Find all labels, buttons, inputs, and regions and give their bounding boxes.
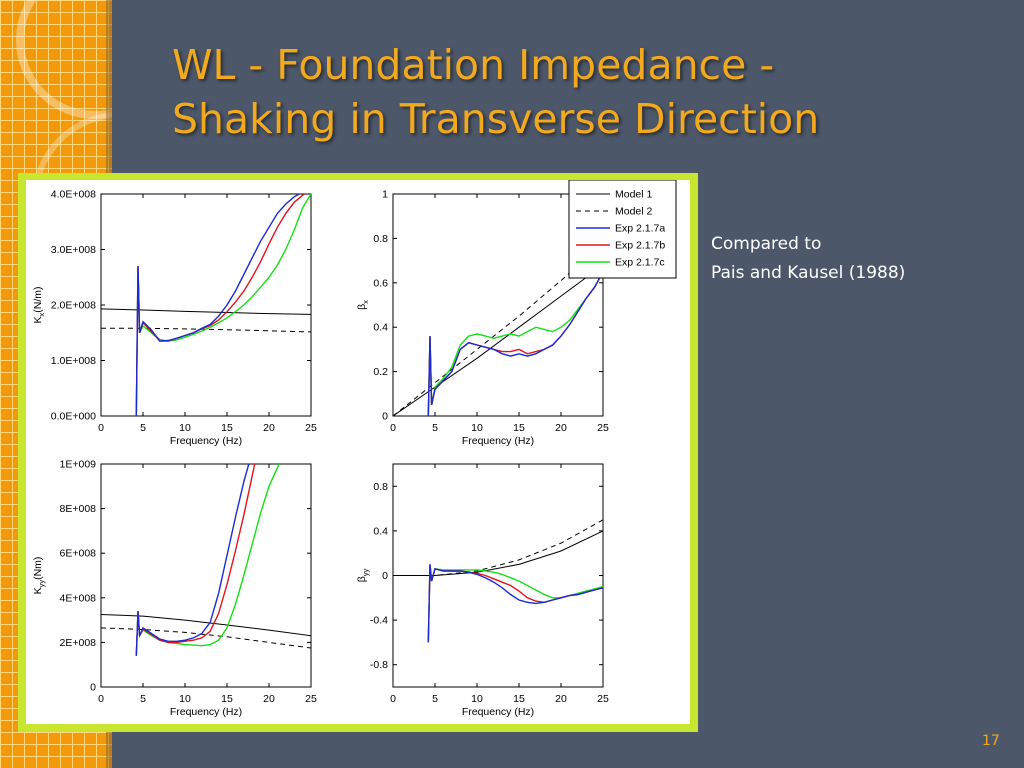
y-tick-label: -0.8 <box>370 659 388 671</box>
series-exp-2-1-7c <box>135 464 280 656</box>
y-tick-label: 4E+008 <box>60 592 97 604</box>
series-model-1 <box>101 308 311 315</box>
x-tick-label: 10 <box>179 693 191 705</box>
page-number: 17 <box>982 733 1000 749</box>
plot-frame <box>392 193 604 417</box>
slide-title: WL - Foundation Impedance - Shaking in T… <box>172 38 992 146</box>
x-tick-label: 15 <box>513 693 525 705</box>
y-axis-label: βx <box>356 300 370 310</box>
legend-label: Model 2 <box>615 206 653 218</box>
x-tick-label: 5 <box>140 693 146 705</box>
y-axis-label: Kyy(Nm) <box>32 557 46 595</box>
series-model-2 <box>101 327 311 333</box>
caption: Compared to Pais and Kausel (1988) <box>711 230 905 288</box>
x-tick-label: 0 <box>98 693 104 705</box>
x-tick-label: 25 <box>305 693 317 705</box>
y-tick-label: 0 <box>90 682 96 694</box>
y-tick-label: 0.4 <box>373 525 388 537</box>
x-tick-label: 5 <box>432 693 438 705</box>
x-tick-label: 0 <box>390 693 396 705</box>
y-tick-label: 0.8 <box>373 233 388 245</box>
y-tick-label: 2.0E+008 <box>51 300 96 312</box>
y-axis-label: βyy <box>356 568 370 582</box>
y-tick-label: -0.4 <box>370 615 388 627</box>
series-exp-2-1-7b <box>427 564 603 643</box>
x-axis-label: Frequency (Hz) <box>462 706 534 718</box>
x-axis-label: Frequency (Hz) <box>170 435 242 447</box>
x-tick-label: 25 <box>305 422 317 434</box>
figure-panel: 0 5 10 15 20 25 0.0E+000 1.0E+008 2.0E+008 3.0E+0… <box>26 180 690 724</box>
x-axis-label: Frequency (Hz) <box>462 435 534 447</box>
y-tick-label: 2E+008 <box>60 637 97 649</box>
y-tick-label: 0.2 <box>373 366 388 378</box>
series-model-1 <box>393 264 603 416</box>
x-tick-label: 5 <box>432 422 438 434</box>
x-tick-label: 10 <box>471 693 483 705</box>
y-tick-label: 0 <box>382 411 388 423</box>
series-exp-2-1-7a <box>135 194 300 416</box>
series-exp-2-1-7a <box>427 271 603 416</box>
y-tick-label: 0 <box>382 570 388 582</box>
slide-title-line-2: Shaking in Transverse Direction <box>172 95 820 143</box>
chart-byy: 0 5 10 15 20 25 -0.8 -0.4 0 0.4 0.8 Frequency (Hz) β… <box>356 463 609 718</box>
series-exp-2-1-7c <box>135 194 311 416</box>
x-tick-label: 0 <box>98 422 104 434</box>
y-tick-label: 0.0E+000 <box>51 411 96 423</box>
x-tick-label: 20 <box>555 422 567 434</box>
caption-line-2: Pais and Kausel (1988) <box>711 263 906 283</box>
series-exp-2-1-7c <box>427 564 603 643</box>
y-tick-label: 3.0E+008 <box>51 244 96 256</box>
x-tick-label: 20 <box>263 693 275 705</box>
y-tick-label: 0.6 <box>373 277 388 289</box>
series-model-1 <box>101 614 311 637</box>
series-model-1 <box>393 530 603 576</box>
y-tick-label: 1.0E+008 <box>51 355 96 367</box>
chart-kyy: 0 5 10 15 20 25 0 2E+008 4E+008 6E+008 8E+008 1E+00… <box>32 459 317 719</box>
x-axis-label: Frequency (Hz) <box>170 706 242 718</box>
legend-label: Exp 2.1.7c <box>615 257 665 269</box>
x-tick-label: 10 <box>471 422 483 434</box>
series-exp-2-1-7b <box>135 464 256 656</box>
chart-bx: 0 5 10 15 20 25 0 0.2 0.4 0.6 0.8 1 Frequency (Hz) βx <box>356 189 609 448</box>
x-tick-label: 10 <box>179 422 191 434</box>
legend-label: Exp 2.1.7a <box>615 223 665 235</box>
x-tick-label: 15 <box>513 422 525 434</box>
series-exp-2-1-7a <box>427 564 603 643</box>
series-exp-2-1-7a <box>135 464 250 656</box>
y-tick-label: 0.8 <box>373 481 388 493</box>
series-exp-2-1-7b <box>135 194 305 416</box>
y-axis-label: Kx(N/m) <box>32 286 46 323</box>
y-tick-label: 4.0E+008 <box>51 189 96 201</box>
y-tick-label: 6E+008 <box>60 548 97 560</box>
y-tick-label: 0.4 <box>373 322 388 334</box>
y-tick-label: 8E+008 <box>60 503 97 515</box>
y-tick-label: 1E+009 <box>60 459 97 471</box>
x-tick-label: 15 <box>221 693 233 705</box>
x-tick-label: 20 <box>263 422 275 434</box>
series-model-2 <box>393 519 603 576</box>
series-exp-2-1-7c <box>427 271 603 416</box>
x-tick-label: 25 <box>597 422 609 434</box>
caption-line-1: Compared to <box>711 234 822 254</box>
chart-kx: 0 5 10 15 20 25 0.0E+000 1.0E+008 2.0E+008 3.0E+0… <box>32 189 317 448</box>
series-model-2 <box>393 242 603 416</box>
series-exp-2-1-7b <box>427 271 603 416</box>
x-tick-label: 25 <box>597 693 609 705</box>
legend: Model 1 Model 2 Exp 2.1.7a Exp 2.1.7b Exp 2.… <box>568 180 677 279</box>
charts-canvas: 0 5 10 15 20 250.0E+0001.0E+0082.0E+0083.0E+0… <box>32 180 677 719</box>
x-tick-label: 20 <box>555 693 567 705</box>
legend-label: Exp 2.1.7b <box>615 240 665 252</box>
series-model-2 <box>101 627 311 649</box>
x-tick-label: 15 <box>221 422 233 434</box>
plot-frame <box>100 193 312 417</box>
legend-label: Model 1 <box>615 189 653 201</box>
x-tick-label: 5 <box>140 422 146 434</box>
slide-title-line-1: WL - Foundation Impedance - <box>172 41 775 89</box>
y-tick-label: 1 <box>382 189 388 201</box>
x-tick-label: 0 <box>390 422 396 434</box>
plot-frame <box>100 463 312 688</box>
